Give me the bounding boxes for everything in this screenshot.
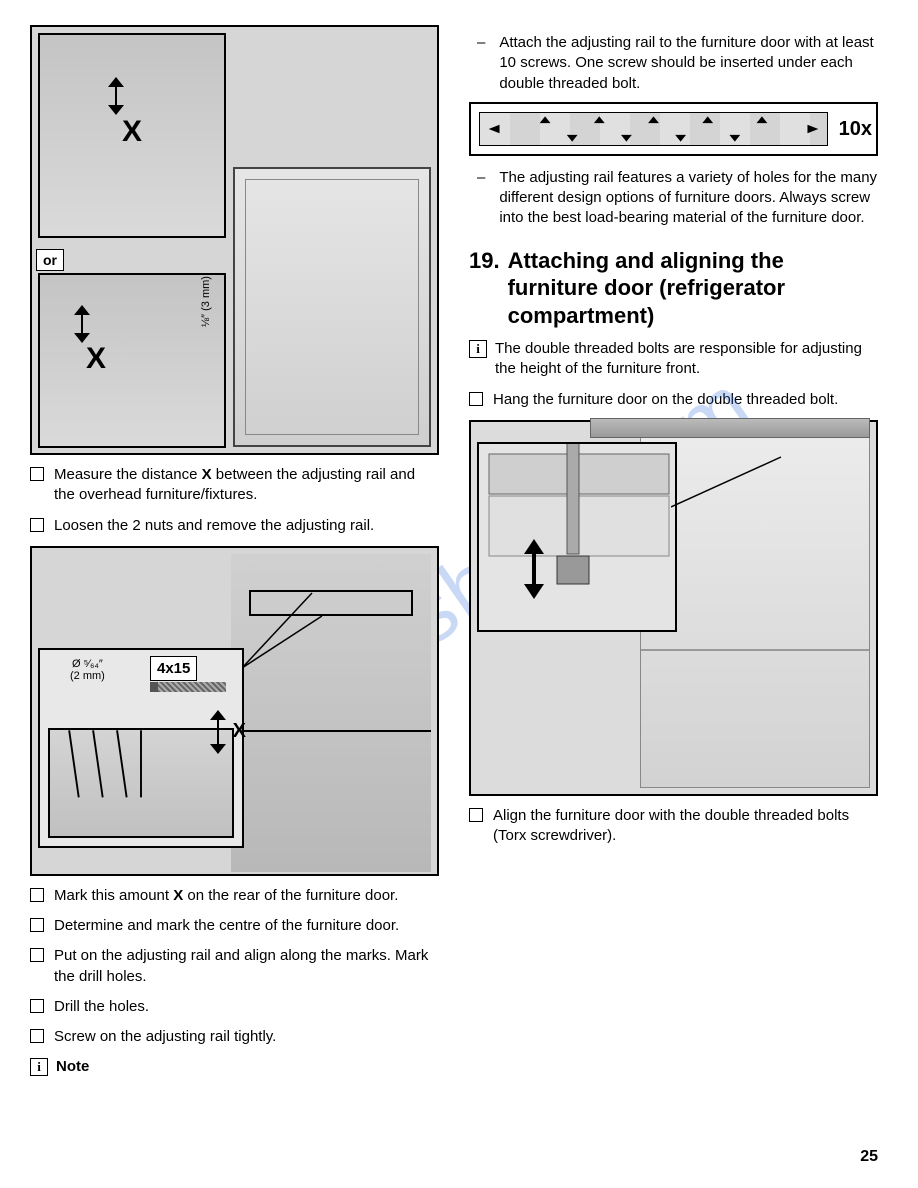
right-column: – Attach the adjusting rail to the furni… <box>469 25 878 1088</box>
list-text: Align the furniture door with the double… <box>493 806 878 847</box>
checkbox-icon <box>30 918 44 932</box>
checkbox-icon <box>30 948 44 962</box>
section-number: 19. <box>469 247 500 275</box>
list-item: Drill the holes. <box>30 997 439 1017</box>
gap-label: ⅛″ (3 mm) <box>200 276 212 327</box>
checkbox-icon <box>469 808 483 822</box>
page-number: 25 <box>860 1148 878 1166</box>
dash-icon: – <box>477 33 485 53</box>
list-text: Put on the adjusting rail and align alon… <box>54 946 439 987</box>
section-heading: 19. Attaching and aligning the furniture… <box>469 247 878 330</box>
info-icon: i <box>469 340 487 358</box>
or-label: or <box>36 249 64 271</box>
list-item: Align the furniture door with the double… <box>469 806 878 847</box>
checkbox-icon <box>30 888 44 902</box>
figure-drill-rail: 4x15 Ø ⁵⁄₆₄″ (2 mm) <box>30 546 439 876</box>
list-text: Measure the distance X between the adjus… <box>54 465 439 506</box>
figure-hang-door <box>469 420 878 796</box>
screw-spec-label: 4x15 <box>150 656 197 681</box>
count-label: 10x <box>839 118 872 141</box>
x-label-bottom: X <box>86 342 106 376</box>
figure-rail-10x: 10x <box>469 102 878 156</box>
list-item: Put on the adjusting rail and align alon… <box>30 946 439 987</box>
info-icon: i <box>30 1058 48 1076</box>
note-label: Note <box>56 1057 439 1077</box>
dash-item: – The adjusting rail features a variety … <box>469 168 878 229</box>
section-title: Attaching and aligning the furniture doo… <box>508 247 878 330</box>
list-text: Loosen the 2 nuts and remove the adjusti… <box>54 516 439 536</box>
checkbox-icon <box>30 1029 44 1043</box>
page-columns: X or X ⅛″ (3 mm) Measure the distance X … <box>30 25 878 1088</box>
checkbox-icon <box>30 999 44 1013</box>
note-line: i Note <box>30 1057 439 1077</box>
checkbox-icon <box>469 392 483 406</box>
left-list-2: Mark this amount X on the rear of the fu… <box>30 886 439 1048</box>
checkbox-icon <box>30 518 44 532</box>
list-text: Screw on the adjusting rail tightly. <box>54 1027 439 1047</box>
list-item: Screw on the adjusting rail tightly. <box>30 1027 439 1047</box>
list-item: Mark this amount X on the rear of the fu… <box>30 886 439 906</box>
info-line: i The double threaded bolts are responsi… <box>469 339 878 380</box>
list-item: Loosen the 2 nuts and remove the adjusti… <box>30 516 439 536</box>
dash-icon: – <box>477 168 485 188</box>
x-label-rail: X <box>233 720 246 743</box>
list-text: Drill the holes. <box>54 997 439 1017</box>
drill-spec-label: Ø ⁵⁄₆₄″ (2 mm) <box>70 658 105 682</box>
list-text: Mark this amount X on the rear of the fu… <box>54 886 439 906</box>
dash-item: – Attach the adjusting rail to the furni… <box>469 33 878 94</box>
left-list-1: Measure the distance X between the adjus… <box>30 465 439 536</box>
x-label-top: X <box>122 115 142 149</box>
list-item: Measure the distance X between the adjus… <box>30 465 439 506</box>
list-text: Determine and mark the centre of the fur… <box>54 916 439 936</box>
dash-text: The adjusting rail features a variety of… <box>499 168 878 229</box>
info-text: The double threaded bolts are responsibl… <box>495 339 878 380</box>
list-text: Hang the furniture door on the double th… <box>493 390 878 410</box>
dash-text: Attach the adjusting rail to the furnitu… <box>499 33 878 94</box>
figure-measure-x: X or X ⅛″ (3 mm) <box>30 25 439 455</box>
left-column: X or X ⅛″ (3 mm) Measure the distance X … <box>30 25 439 1088</box>
list-item: Hang the furniture door on the double th… <box>469 390 878 410</box>
list-item: Determine and mark the centre of the fur… <box>30 916 439 936</box>
checkbox-icon <box>30 467 44 481</box>
